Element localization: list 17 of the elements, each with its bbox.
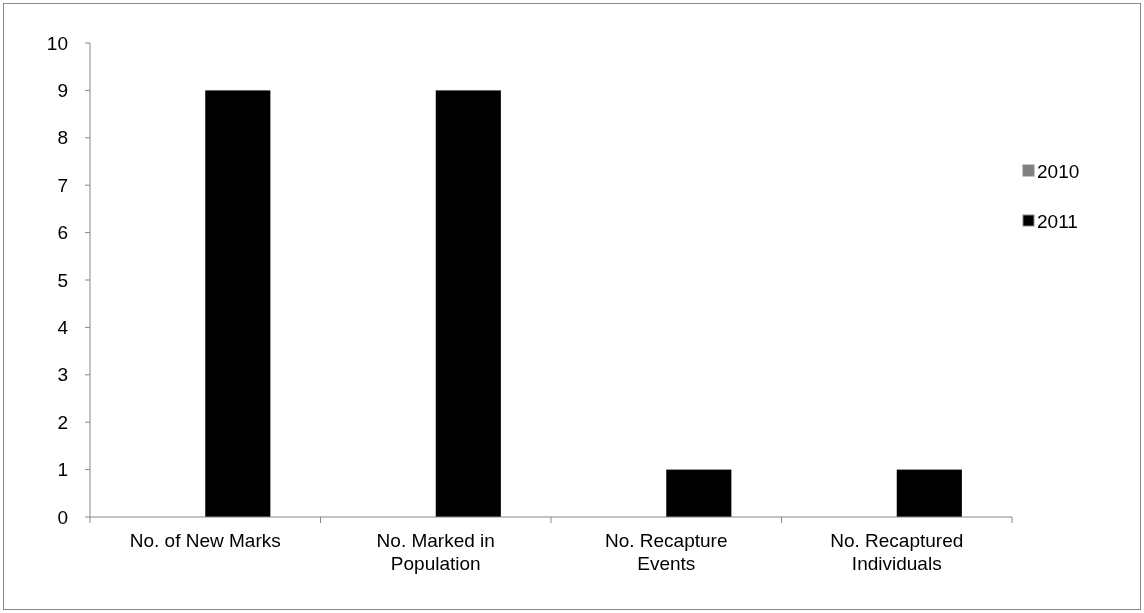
legend-label: 2010 bbox=[1037, 160, 1080, 182]
y-tick-label: 6 bbox=[57, 222, 68, 244]
y-tick-label: 4 bbox=[57, 316, 69, 338]
x-tick-label: No. Recapture Events bbox=[604, 530, 728, 574]
y-tick-label: 1 bbox=[57, 459, 68, 481]
y-tick-label: 2 bbox=[57, 411, 68, 433]
y-tick-label: 3 bbox=[57, 364, 68, 386]
y-tick-label: 9 bbox=[57, 79, 68, 101]
x-tick-label: No. Marked in Population bbox=[376, 530, 495, 574]
y-tick-label: 5 bbox=[57, 269, 68, 291]
legend-label: 2011 bbox=[1037, 210, 1078, 232]
y-tick-label: 10 bbox=[46, 32, 68, 54]
x-tick-label: No. of New Marks bbox=[129, 530, 281, 551]
x-tick-label: No. Recaptured Individuals bbox=[830, 530, 964, 574]
y-tick-label: 0 bbox=[57, 506, 68, 528]
y-tick-label: 8 bbox=[57, 127, 68, 149]
y-tick-label: 7 bbox=[57, 174, 68, 196]
